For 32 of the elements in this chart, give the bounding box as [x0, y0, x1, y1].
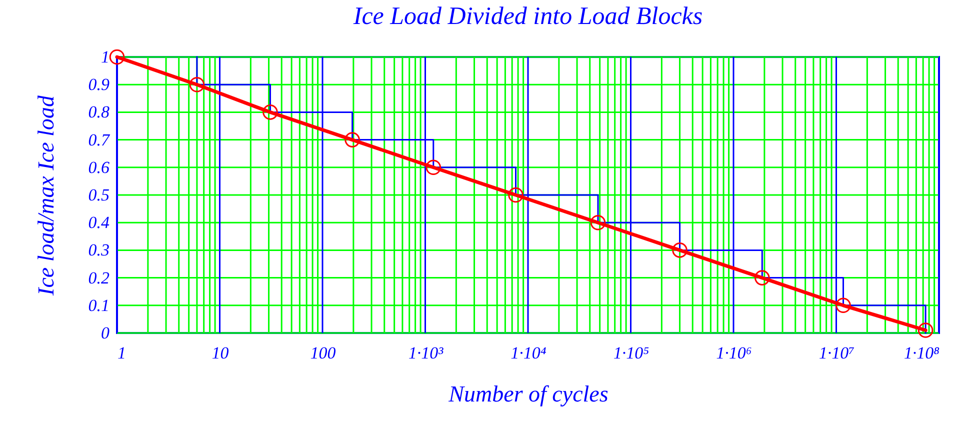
x-tick-label: 1 [118, 344, 126, 362]
y-tick-label: 1 [101, 48, 110, 66]
point [836, 298, 851, 314]
y-tick-label: 0.7 [88, 130, 111, 150]
point [426, 160, 442, 176]
y-tick-label: 0.9 [88, 75, 110, 94]
point [508, 187, 524, 203]
x-tick-label: 1·10³ [408, 344, 444, 362]
point [672, 242, 688, 258]
y-tick-label: 0.2 [88, 268, 110, 288]
point [918, 322, 934, 338]
y-tick-label: 0 [101, 324, 110, 342]
x-tick-label: 1·10⁵ [613, 344, 650, 362]
x-tick-label: 1·10⁴ [510, 344, 546, 362]
x-tick-label: 1·10⁶ [716, 344, 752, 362]
x-tick-label: 100 [310, 344, 336, 362]
y-tick-label: 0.4 [88, 213, 110, 232]
x-tick-label: 1·10⁸ [904, 344, 940, 362]
y-axis-title: Ice load/max Ice load [33, 95, 58, 296]
point [590, 214, 606, 230]
y-tick-label: 0.1 [88, 296, 110, 315]
y-tick-label: 0.5 [88, 186, 110, 204]
x-tick-label: 10 [212, 344, 230, 362]
point [344, 132, 360, 148]
x-axis-title: Number of cycles [448, 382, 608, 406]
y-tick-label: 0.3 [88, 240, 110, 260]
x-tick-label: 1·10⁷ [818, 344, 855, 362]
point [754, 270, 770, 286]
point [262, 104, 278, 120]
y-tick-label: 0.8 [88, 102, 110, 122]
y-tick-label: 0.6 [88, 158, 110, 177]
chart-title: Ice Load Divided into Load Blocks [352, 3, 703, 30]
